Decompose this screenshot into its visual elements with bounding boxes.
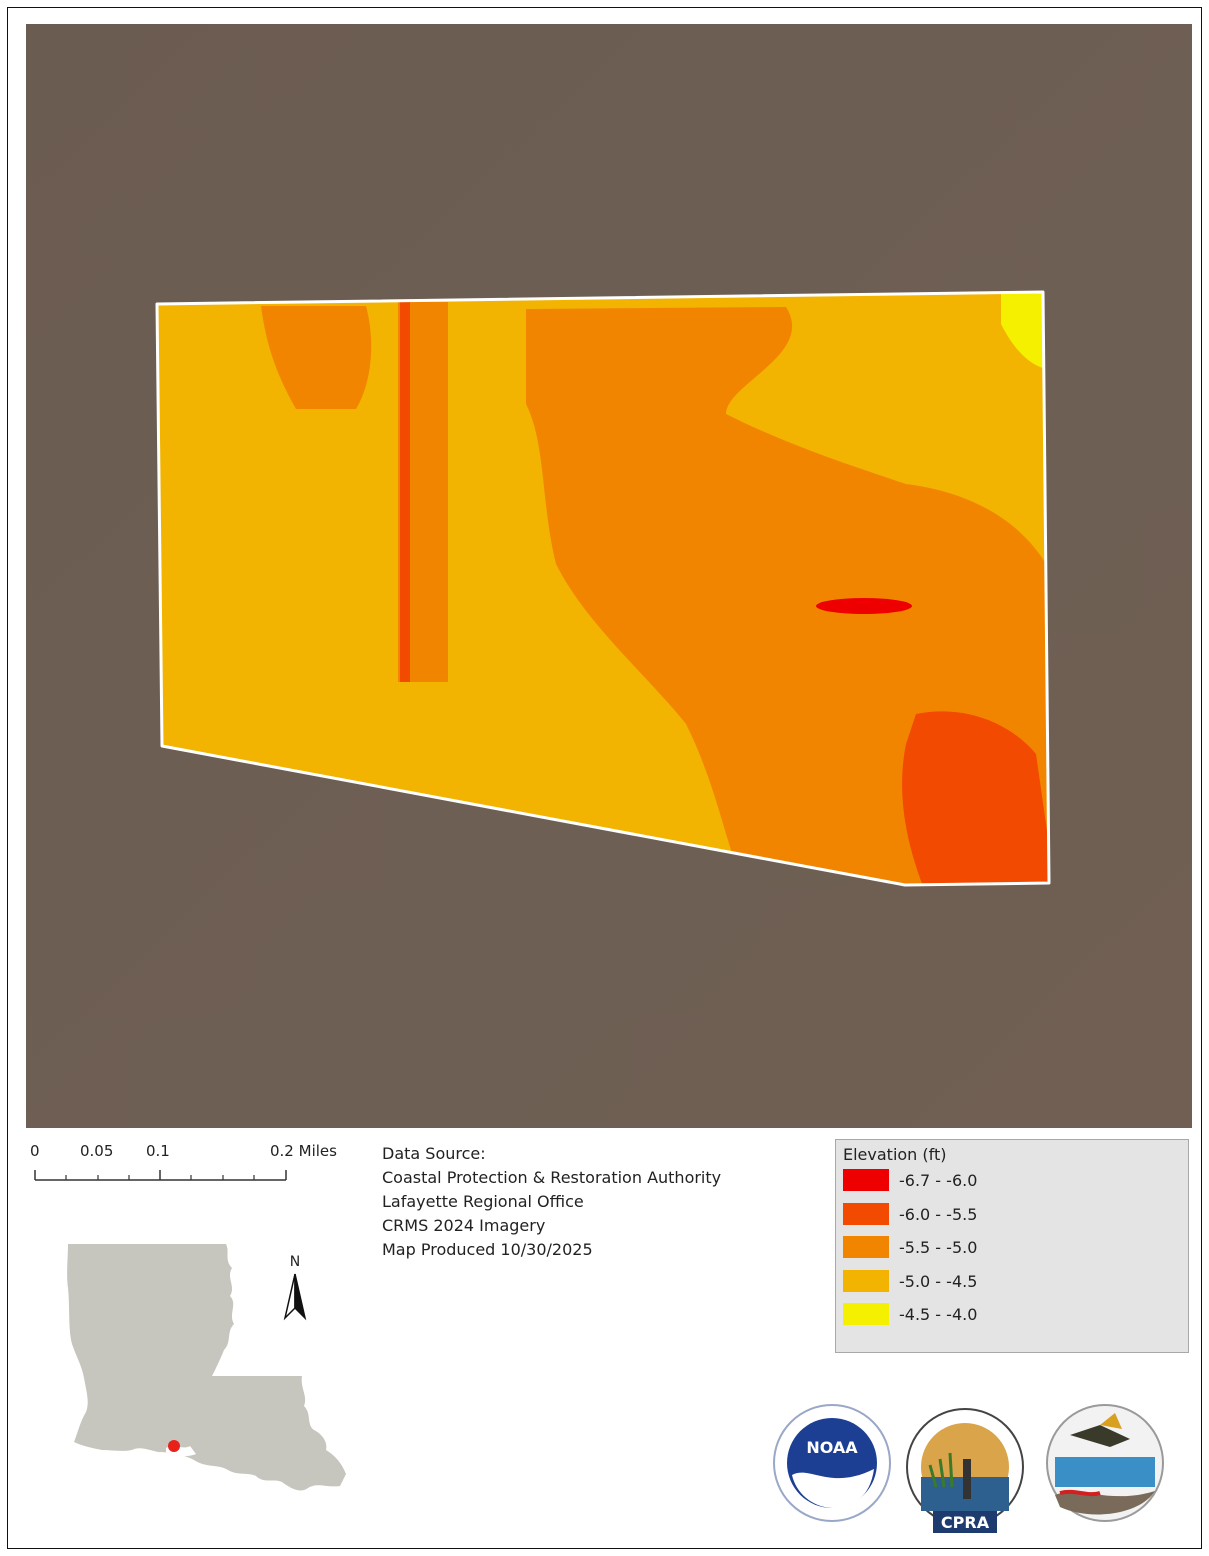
north-arrow-right [294, 1273, 307, 1321]
data-source-line-4: Map Produced 10/30/2025 [382, 1240, 593, 1259]
data-source-heading: Data Source: [382, 1144, 486, 1163]
elevation-zone-blob [261, 306, 372, 409]
data-source-line-1: Coastal Protection & Restoration Authori… [382, 1168, 722, 1187]
legend-swatch [843, 1203, 889, 1225]
elevation-raster [157, 292, 1049, 885]
fisheries-logo [1046, 1404, 1164, 1522]
site-location-marker [168, 1440, 180, 1452]
louisiana-inset-map [67, 1244, 346, 1491]
north-arrow-left [283, 1273, 296, 1321]
north-arrow-label: N [290, 1254, 300, 1270]
legend-label: -5.0 - -4.5 [899, 1271, 978, 1291]
scale-bar [34, 1170, 287, 1181]
legend-label: -6.7 - -6.0 [899, 1170, 978, 1190]
legend-label: -4.5 - -4.0 [899, 1304, 978, 1324]
legend-swatch [843, 1169, 889, 1191]
site-boundary [155, 290, 1051, 887]
north-arrow: N [283, 1254, 307, 1321]
legend-swatch [843, 1303, 889, 1325]
data-source-line-3: CRMS 2024 Imagery [382, 1216, 546, 1235]
legend-title: Elevation (ft) [843, 1145, 947, 1164]
elevation-zone-red-spot [816, 598, 912, 614]
noaa-logo-text: NOAA [806, 1438, 858, 1457]
legend-label: -5.5 - -5.0 [899, 1237, 978, 1257]
louisiana-state-shape [67, 1244, 346, 1491]
legend-swatch [843, 1270, 889, 1292]
cpra-logo-text: CPRA [941, 1513, 990, 1532]
scale-tick-0: 0 [30, 1142, 40, 1160]
scale-tick-0-1: 0.1 [146, 1142, 170, 1160]
legend-swatch [843, 1236, 889, 1258]
data-source: Data Source: Coastal Protection & Restor… [382, 1142, 721, 1262]
scale-tick-0-2-miles: 0.2 Miles [270, 1142, 337, 1160]
cpra-logo: CPRA [906, 1408, 1024, 1533]
data-source-line-2: Lafayette Regional Office [382, 1192, 584, 1211]
agency-logos: NOAA CPRA [773, 1404, 1164, 1533]
legend-item: -5.0 - -4.5 [843, 1269, 977, 1293]
noaa-logo: NOAA [773, 1404, 891, 1522]
elevation-zone-low [902, 711, 1049, 885]
legend-label: -6.0 - -5.5 [899, 1204, 978, 1224]
legend-item: -4.5 - -4.0 [843, 1302, 977, 1326]
legend: Elevation (ft) -6.7 - -6.0 -6.0 - -5.5 -… [835, 1139, 1189, 1353]
legend-item: -5.5 - -5.0 [843, 1235, 977, 1259]
elevation-zone-high [1001, 292, 1046, 369]
elevation-zone-red-line [400, 302, 410, 682]
elevation-map [26, 24, 1192, 1128]
legend-item: -6.7 - -6.0 [843, 1168, 977, 1192]
legend-item: -6.0 - -5.5 [843, 1202, 977, 1226]
scale-tick-0-05: 0.05 [80, 1142, 114, 1160]
